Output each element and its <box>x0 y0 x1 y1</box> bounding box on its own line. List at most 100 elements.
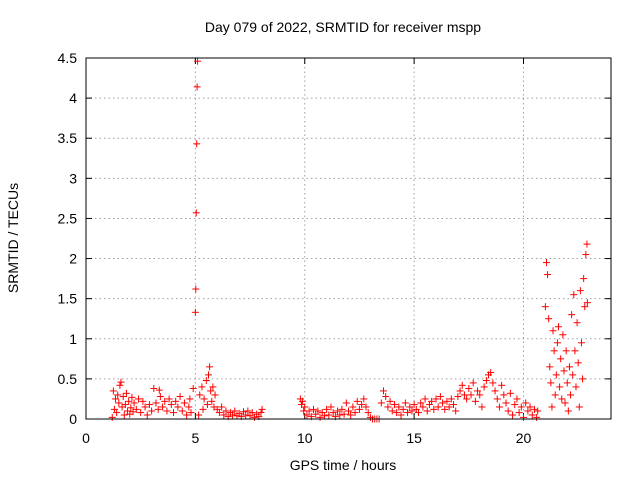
data-point <box>117 378 125 386</box>
data-point <box>382 393 390 401</box>
data-point <box>491 387 499 395</box>
data-point <box>199 405 207 413</box>
data-point <box>358 401 366 409</box>
data-point <box>127 404 135 412</box>
data-point <box>404 409 412 417</box>
data-point <box>558 395 566 403</box>
data-point <box>323 405 331 413</box>
data-point <box>152 399 160 407</box>
data-point <box>399 405 407 413</box>
data-point <box>231 407 239 415</box>
data-point <box>576 287 584 295</box>
data-point <box>436 393 444 401</box>
data-point <box>329 409 337 417</box>
y-tick-label: 3.5 <box>58 130 78 146</box>
data-point <box>546 363 554 371</box>
y-tick-label: 4.5 <box>58 50 78 66</box>
data-point <box>577 339 585 347</box>
axis-ticks: 0 0.5 1 1.5 2 2.5 3 3.5 4 4.5 0 5 10 15 20 <box>58 50 611 446</box>
data-point <box>347 411 355 419</box>
data-point <box>145 401 153 409</box>
data-point <box>415 409 422 417</box>
data-point <box>211 391 219 399</box>
data-point <box>545 315 553 323</box>
data-point <box>565 363 573 371</box>
data-point <box>114 391 122 399</box>
data-point <box>244 407 252 415</box>
data-point <box>428 397 436 405</box>
data-point <box>547 379 555 387</box>
data-point <box>334 407 342 415</box>
x-tick-label: 5 <box>191 430 199 446</box>
data-point <box>542 259 550 267</box>
x-tick-label: 15 <box>406 430 422 446</box>
data-point <box>174 403 182 411</box>
grid-lines <box>86 58 611 419</box>
data-point <box>108 413 116 421</box>
data-point <box>193 140 201 148</box>
data-point <box>301 403 309 411</box>
data-point <box>207 387 215 395</box>
data-point <box>353 397 361 405</box>
data-point <box>202 376 210 384</box>
data-point <box>362 403 370 411</box>
data-point <box>423 407 431 415</box>
data-point <box>559 331 567 339</box>
x-tick-label: 20 <box>516 430 532 446</box>
data-point <box>522 399 530 407</box>
data-point <box>579 375 587 383</box>
data-point <box>360 395 368 403</box>
data-point <box>141 403 149 411</box>
y-axis-label: SRMTID / TECUs <box>5 183 21 293</box>
data-point <box>186 395 194 403</box>
data-point <box>229 411 237 419</box>
data-point <box>116 381 124 389</box>
data-point <box>364 409 372 417</box>
y-tick-label: 0 <box>69 411 77 427</box>
data-point <box>563 379 571 387</box>
data-point <box>528 411 536 419</box>
data-point <box>195 411 203 419</box>
data-point <box>388 407 396 415</box>
data-point <box>450 401 457 409</box>
data-point <box>377 399 385 407</box>
data-point <box>573 319 581 327</box>
data-point <box>480 383 488 391</box>
data-point <box>119 393 127 401</box>
data-point <box>410 401 418 409</box>
data-point <box>561 399 569 407</box>
data-point <box>467 391 475 399</box>
data-point <box>564 407 572 415</box>
data-point <box>316 413 324 421</box>
y-tick-label: 4 <box>69 90 77 106</box>
data-point <box>447 395 455 403</box>
data-point <box>192 209 200 217</box>
data-point <box>495 403 503 411</box>
data-point <box>460 391 468 399</box>
data-point <box>349 403 357 411</box>
y-tick-label: 2.5 <box>58 210 78 226</box>
data-point <box>530 405 538 413</box>
data-point <box>443 397 451 405</box>
data-point <box>200 395 208 403</box>
data-point <box>478 403 486 411</box>
data-point <box>417 399 425 407</box>
data-point <box>471 397 479 405</box>
data-point <box>493 395 501 403</box>
x-tick-label: 0 <box>82 430 90 446</box>
data-point <box>463 395 471 403</box>
data-point <box>489 379 497 387</box>
data-point <box>506 389 514 397</box>
data-point <box>121 401 129 409</box>
data-point <box>384 403 392 411</box>
data-point <box>310 405 317 413</box>
data-point <box>572 383 580 391</box>
x-axis-label: GPS time / hours <box>290 457 397 473</box>
data-point <box>474 387 482 395</box>
data-point <box>327 403 335 411</box>
data-point <box>557 355 565 363</box>
data-point <box>208 397 216 405</box>
data-point <box>482 376 490 384</box>
data-point <box>419 403 427 411</box>
data-point <box>194 57 202 65</box>
